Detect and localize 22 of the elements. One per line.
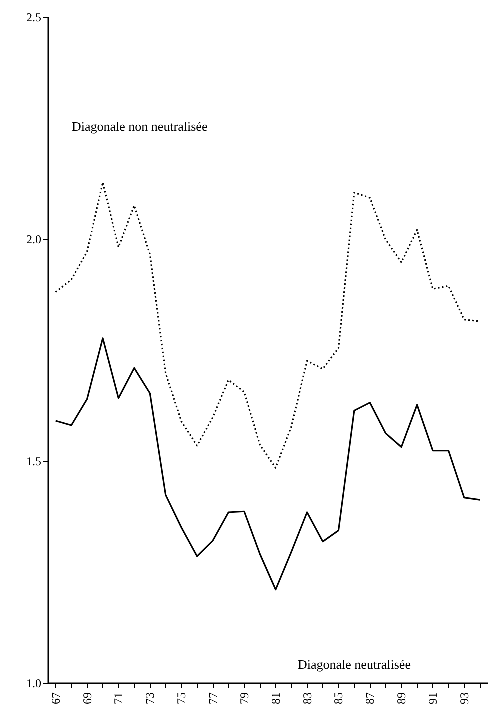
- x-tick-label: 83: [300, 692, 314, 704]
- annotation: Diagonale non neutralisée: [72, 119, 208, 134]
- x-tick-label: 85: [332, 692, 346, 704]
- x-tick-label: 75: [174, 692, 189, 704]
- line-series: [55, 338, 481, 591]
- x-tick-label: 79: [237, 692, 252, 704]
- x-tick-label: 89: [394, 692, 409, 704]
- y-tick-label: 2.0: [26, 232, 42, 246]
- x-tick-label: 77: [206, 692, 220, 704]
- line-series: [55, 182, 481, 469]
- x-tick-label: 87: [363, 692, 378, 704]
- y-tick-label: 1.0: [26, 676, 42, 690]
- y-tick-label: 1.5: [26, 454, 42, 468]
- x-tick-label: 67: [48, 692, 63, 704]
- x-tick-label: 71: [112, 692, 126, 704]
- x-tick-label: 91: [426, 692, 440, 704]
- x-tick-label: 81: [268, 692, 283, 704]
- x-tick-label: 69: [80, 692, 94, 704]
- x-tick-label: 73: [143, 692, 158, 704]
- x-tick-label: 93: [457, 692, 472, 704]
- annotation: Diagonale neutralisée: [298, 657, 412, 672]
- y-tick-label: 2.5: [26, 10, 42, 24]
